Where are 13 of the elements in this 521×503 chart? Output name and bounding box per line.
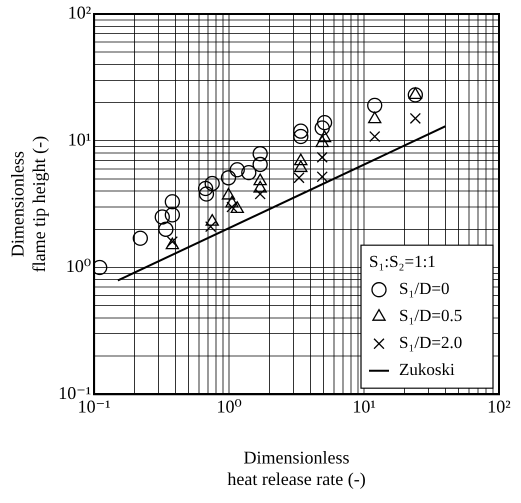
x-axis-title: Dimensionless heat release rate (-) <box>227 447 366 489</box>
legend-label: S₁/D=2.0 <box>399 333 462 352</box>
y-tick-label: 10² <box>68 2 92 23</box>
legend-label: S₁/D=0 <box>399 279 450 298</box>
legend-title: S₁:S₂=1:1 <box>369 252 436 272</box>
legend-label: Zukoski <box>399 360 455 380</box>
x-tick-label: 10⁰ <box>216 396 242 417</box>
y-axis-title: Dimensionless flame tip height (-) <box>8 136 50 272</box>
x-tick-label: 10² <box>487 396 511 417</box>
y-tick-label: 10⁰ <box>66 256 92 276</box>
legend-label: S₁/D=0.5 <box>399 306 462 326</box>
x-tick-label: 10¹ <box>352 396 376 417</box>
y-tick-label: 10¹ <box>68 129 92 150</box>
